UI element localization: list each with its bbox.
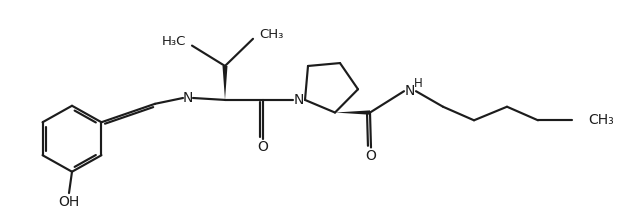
Polygon shape <box>335 110 370 115</box>
Text: O: O <box>365 149 376 163</box>
Text: H₃C: H₃C <box>162 35 186 48</box>
Text: N: N <box>294 93 304 107</box>
Polygon shape <box>223 66 227 100</box>
Text: H: H <box>413 77 422 90</box>
Text: N: N <box>405 84 415 98</box>
Text: CH₃: CH₃ <box>259 28 283 41</box>
Text: CH₃: CH₃ <box>588 113 614 127</box>
Text: N: N <box>183 91 193 105</box>
Text: O: O <box>257 140 268 154</box>
Text: OH: OH <box>58 195 79 209</box>
